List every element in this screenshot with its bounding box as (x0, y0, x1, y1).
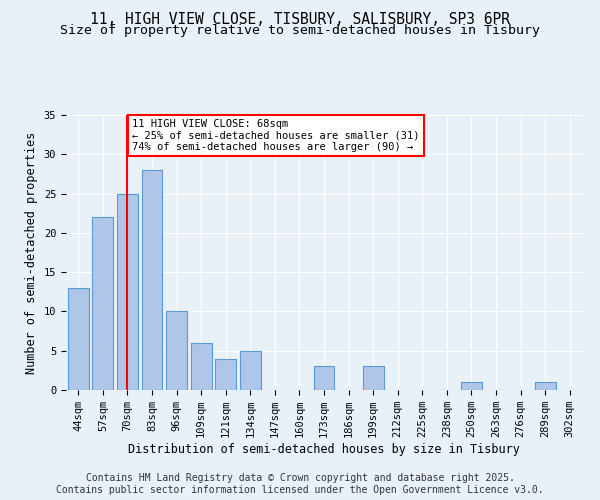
Text: Contains HM Land Registry data © Crown copyright and database right 2025.
Contai: Contains HM Land Registry data © Crown c… (56, 474, 544, 495)
Bar (314, 366, 334, 390)
Bar (362, 366, 383, 390)
Text: 11 HIGH VIEW CLOSE: 68sqm
← 25% of semi-detached houses are smaller (31)
74% of : 11 HIGH VIEW CLOSE: 68sqm ← 25% of semi-… (133, 119, 420, 152)
Bar (215, 358, 236, 390)
Bar (117, 194, 138, 390)
Bar (461, 382, 482, 390)
Bar (535, 382, 556, 390)
Bar (142, 170, 163, 390)
X-axis label: Distribution of semi-detached houses by size in Tisbury: Distribution of semi-detached houses by … (128, 443, 520, 456)
Text: Size of property relative to semi-detached houses in Tisbury: Size of property relative to semi-detach… (60, 24, 540, 37)
Bar (68, 288, 89, 390)
Bar (240, 350, 261, 390)
Bar (166, 312, 187, 390)
Text: 11, HIGH VIEW CLOSE, TISBURY, SALISBURY, SP3 6PR: 11, HIGH VIEW CLOSE, TISBURY, SALISBURY,… (90, 12, 510, 28)
Y-axis label: Number of semi-detached properties: Number of semi-detached properties (25, 132, 38, 374)
Bar (92, 217, 113, 390)
Bar (191, 343, 212, 390)
